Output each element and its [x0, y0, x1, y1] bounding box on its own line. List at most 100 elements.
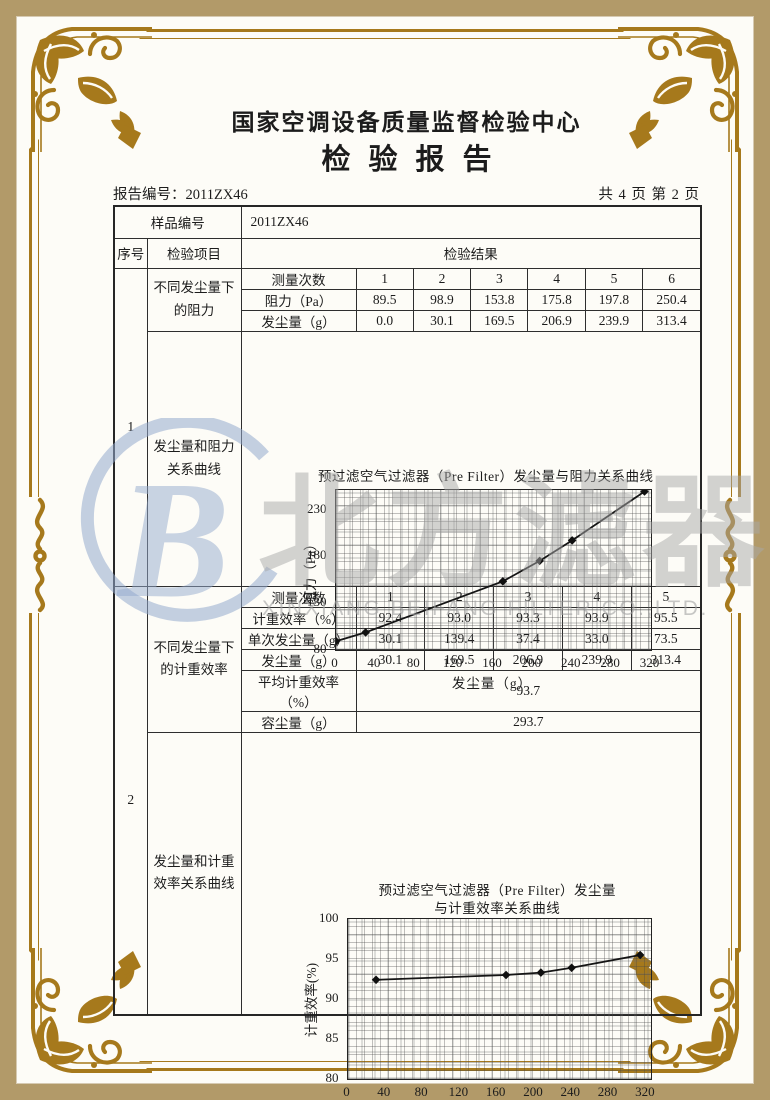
sample-value: 2011ZX46: [240, 205, 702, 239]
sample-label: 样品编号: [113, 205, 242, 239]
row-label: 发尘量（g）: [241, 309, 357, 331]
cell-value: 5: [584, 268, 644, 290]
cell-value: 197.8: [584, 288, 644, 311]
tick-label: 200: [521, 654, 542, 670]
subtable-row: 阻力（Pa） 89.5 98.9 153.8 175.8 197.8 250.4: [241, 288, 700, 311]
subtable-summary-row: 容尘量（g） 293.7: [241, 710, 700, 732]
x-axis-label: 发尘量（g）: [451, 675, 533, 691]
section2-item-b: 发尘量和计重效率关系曲线: [146, 731, 242, 1016]
tick-label: 80: [414, 1084, 428, 1100]
tick-label: 130: [307, 593, 327, 609]
cell-value: 313.4: [642, 309, 700, 331]
report-title: 检验报告: [321, 144, 510, 176]
report-number: 报告编号：2011ZX46: [113, 183, 248, 204]
org-title: 国家空调设备质量监督检验中心: [231, 110, 582, 135]
table-row: 2 不同发尘量下的计重效率 测量次数12345计重效率（%）92.493.093…: [113, 585, 702, 1016]
data-point-marker: [639, 486, 649, 496]
col-header-no: 序号: [113, 237, 148, 269]
cell-value: 93.0: [424, 606, 495, 629]
cell-value: 206.9: [527, 309, 586, 331]
data-point-marker: [501, 970, 510, 980]
pagination: 共 4 页 第 2 页: [598, 187, 700, 203]
cell-value: 33.0: [561, 627, 632, 650]
chart-title: 预过滤空气过滤器（Pre Filter）发尘量与阻力关系曲线: [317, 468, 654, 484]
tick-label: 85: [325, 1030, 339, 1046]
cell-value: 98.9: [412, 288, 472, 311]
row-label: 发尘量（g）: [241, 648, 357, 671]
data-point-marker: [534, 556, 544, 565]
tick-label: 0: [343, 1084, 350, 1100]
section1-chart-cell: 预过滤空气过滤器（Pre Filter）发尘量与阻力关系曲线 阻力（Pa） 发尘…: [240, 330, 702, 691]
tick-label: 80: [325, 1070, 339, 1086]
tick-label: 280: [600, 654, 620, 670]
cell-value: 175.8: [527, 288, 586, 311]
row-label: 测量次数: [241, 268, 357, 290]
cell-value: 89.5: [355, 288, 414, 311]
section2-item-a: 不同发尘量下的计重效率: [146, 585, 242, 733]
cell-value: 313.4: [630, 648, 700, 671]
section1-subtable-cell: 测量次数 1 2 3 4 5 6 阻力（Pa） 89.5 98.9 153.8 175.8 197.8 2…: [240, 267, 702, 332]
subtable-row: 发尘量（g） 0.0 30.1 169.5 206.9 239.9 313.4: [241, 309, 700, 331]
tick-label: 320: [639, 654, 660, 670]
cell-value: 95.5: [630, 606, 700, 629]
col-header-item: 检验项目: [146, 237, 242, 269]
cell-value: 153.8: [470, 288, 529, 311]
tick-label: 230: [307, 500, 327, 516]
tick-label: 280: [597, 1084, 618, 1100]
section2-no: 2: [113, 585, 148, 1016]
cell-value: 73.5: [630, 627, 700, 650]
data-point-marker: [566, 963, 576, 973]
tick-label: 90: [325, 990, 339, 1006]
section2-chart-cell: 预过滤空气过滤器（Pre Filter）发尘量 与计重效率关系曲线 计重效率(%…: [240, 731, 702, 1099]
data-point-marker: [567, 535, 576, 545]
tick-label: 120: [448, 1084, 469, 1100]
cell-value: 3: [470, 268, 529, 290]
efficiency-subtable: 测量次数12345计重效率（%）92.493.093.393.995.5单次发尘…: [241, 586, 700, 732]
report-number-label: 报告编号：: [113, 187, 186, 203]
row-label: 平均计重效率（%）: [241, 669, 357, 712]
cell-value: 2: [412, 268, 472, 290]
tick-label: 80: [313, 640, 327, 656]
section1-item-a: 不同发尘量下的阻力: [146, 267, 242, 332]
cell-value: 239.9: [584, 309, 644, 331]
cell-value: 30.1: [355, 627, 426, 650]
tick-label: 320: [635, 1084, 655, 1100]
table-row: 序号 检验项目 检验结果: [113, 237, 702, 269]
chart-canvas: [371, 950, 644, 985]
chart-plot-area: [331, 486, 652, 651]
results-table: 样品编号 2011ZX46 序号 检验项目 检验结果 1 不同发尘量下的阻力 测…: [113, 205, 702, 1099]
table-row: 发尘量和阻力关系曲线 预过滤空气过滤器（Pre Filter）发尘量与阻力关系曲…: [114, 330, 702, 691]
cell-value: 30.1: [412, 309, 472, 331]
cell-value: 206.9: [493, 648, 563, 671]
section1-no: 1: [113, 267, 148, 587]
data-point-marker: [360, 627, 370, 637]
tick-label: 240: [561, 654, 581, 670]
section1-item-b: 发尘量和阻力关系曲线: [146, 330, 242, 587]
cell-value: 169.5: [470, 309, 529, 331]
chart-canvas: [331, 486, 649, 645]
table-row: 发尘量和计重效率关系曲线 预过滤空气过滤器（Pre Filter）发尘量 与计重…: [114, 731, 702, 1099]
tick-label: 80: [406, 654, 420, 670]
tick-label: 0: [331, 654, 338, 670]
report-number-value: 2011ZX46: [185, 187, 248, 203]
data-point-marker: [635, 950, 644, 960]
cell-value: 1: [355, 268, 414, 290]
data-point-marker: [331, 636, 340, 645]
summary-value: 93.7: [355, 669, 700, 712]
row-label: 容尘量（g）: [241, 710, 357, 732]
tick-label: 100: [319, 910, 339, 926]
data-point-marker: [536, 968, 545, 978]
tick-label: 95: [325, 950, 339, 966]
tick-label: 40: [367, 654, 381, 670]
data-point-marker: [498, 576, 507, 586]
cell-value: 0.0: [355, 309, 414, 331]
summary-value: 293.7: [355, 710, 700, 732]
cell-value: 4: [527, 268, 586, 290]
tick-label: 160: [482, 654, 502, 670]
col-header-result: 检验结果: [240, 237, 702, 269]
chart-plot-area: [346, 918, 652, 1081]
data-point-marker: [371, 975, 380, 985]
cell-value: 6: [642, 268, 700, 290]
